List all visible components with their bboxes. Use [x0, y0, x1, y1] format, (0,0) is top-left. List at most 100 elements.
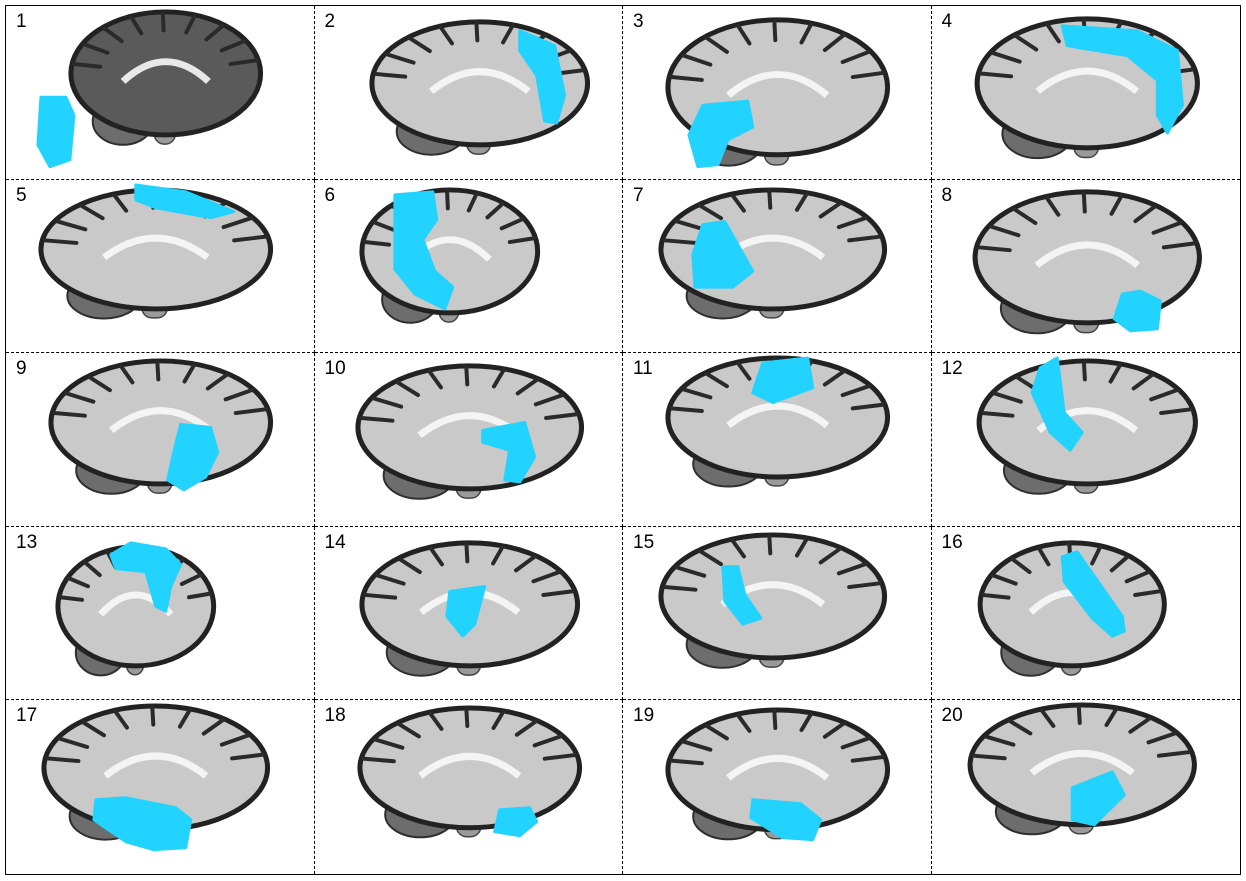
sulcus-line	[698, 203, 723, 220]
sulcus-line	[730, 192, 746, 213]
sulcus-line	[55, 218, 88, 231]
highlighted-region	[92, 796, 193, 852]
sulcus-line	[1127, 716, 1152, 735]
sulcus-line	[674, 565, 707, 578]
sulcus-line	[42, 237, 79, 245]
highlighted-region	[517, 29, 566, 125]
sulcus-line	[836, 561, 868, 576]
brain-slice-image	[38, 183, 274, 320]
sulcus-line	[818, 200, 842, 219]
brain-slice-image	[977, 540, 1167, 677]
panel-number: 18	[324, 705, 346, 727]
sulcus-line	[1013, 33, 1038, 52]
sulcus-line	[983, 734, 1015, 748]
highlighted-region	[1060, 24, 1184, 135]
panel-number: 3	[633, 11, 644, 32]
sulcus-line	[87, 375, 112, 393]
sulcus-line	[155, 360, 161, 382]
brain-slice-image	[356, 705, 582, 839]
highlighted-region	[392, 190, 454, 311]
sulcus-line	[681, 739, 713, 753]
sulcus-line	[371, 396, 403, 409]
brain-panel: 8	[931, 179, 1240, 354]
sulcus-line	[1081, 360, 1087, 382]
sulcus-line	[772, 709, 778, 731]
sulcus-line	[463, 365, 469, 387]
sulcus-line	[362, 239, 391, 247]
sulcus-line	[360, 757, 396, 764]
brain-panel: 9	[6, 353, 315, 527]
brain-panel: 16	[931, 526, 1240, 701]
sulcus-line	[847, 581, 882, 589]
sulcus-line	[971, 754, 1007, 761]
panel-number: 8	[941, 184, 953, 206]
sulcus-line	[397, 556, 422, 574]
sulcus-line	[840, 49, 871, 65]
sulcus-line	[822, 369, 846, 387]
sulcus-line	[1148, 388, 1179, 402]
corpus-callosum-shape	[726, 402, 830, 429]
brain-panel: 12	[931, 353, 1240, 527]
sulcus-line	[1109, 554, 1130, 573]
sulcus-line	[119, 364, 135, 385]
sulcus-line	[52, 411, 87, 418]
highlighted-region	[36, 95, 76, 169]
sulcus-line	[219, 39, 247, 53]
sulcus-line	[396, 722, 421, 739]
sulcus-line	[507, 235, 536, 244]
sulcus-line	[533, 393, 564, 407]
sulcus-line	[532, 734, 563, 748]
highlighted-region	[480, 421, 536, 484]
cerebrum-shape	[972, 189, 1202, 325]
sulcus-line	[704, 724, 729, 741]
sulcus-line	[736, 361, 752, 381]
sulcus-line	[1010, 556, 1032, 574]
sulcus-line	[698, 549, 723, 566]
sulcus-line	[113, 709, 129, 730]
sulcus-line	[182, 363, 197, 384]
cerebrum-shape	[356, 705, 582, 831]
sulcus-line	[500, 24, 514, 45]
sulcus-line	[186, 591, 213, 600]
sulcus-line	[1158, 407, 1193, 416]
corpus-callosum-shape	[1034, 67, 1139, 95]
panel-number: 13	[16, 531, 38, 553]
panel-number: 1	[16, 11, 27, 32]
sulcus-line	[230, 753, 265, 761]
brain-slice-image	[41, 703, 271, 852]
highlighted-region	[687, 99, 755, 169]
sulcus-line	[1104, 707, 1118, 728]
sulcus-line	[1089, 544, 1102, 566]
sulcus-line	[978, 71, 1013, 79]
sulcus-line	[681, 387, 713, 400]
sulcus-line	[219, 733, 251, 748]
sulcus-line	[513, 554, 537, 573]
cerebrum-shape	[665, 355, 891, 480]
sulcus-line	[794, 536, 809, 558]
sulcus-line	[362, 592, 397, 600]
brain-panel-grid: 1 2 3 4 5 6 7 8 9 10 11 12 13 14 15 16 1…	[5, 5, 1241, 875]
panel-number: 17	[16, 705, 38, 727]
sulcus-line	[427, 711, 443, 732]
corpus-callosum-shape	[726, 71, 830, 98]
sulcus-line	[484, 201, 505, 219]
panel-number: 6	[324, 184, 336, 206]
panel-number: 20	[941, 705, 963, 727]
cerebrum-shape	[658, 532, 888, 661]
sulcus-line	[1045, 22, 1061, 44]
brain-panel: 13	[6, 526, 315, 701]
sulcus-line	[794, 191, 809, 212]
sulcus-line	[83, 560, 102, 577]
sulcus-line	[490, 544, 504, 566]
brain-slice-image	[976, 356, 1198, 495]
sulcus-line	[662, 584, 698, 592]
brain-slice-image	[368, 19, 590, 156]
sulcus-line	[530, 569, 561, 584]
brain-slice-image	[967, 702, 1197, 836]
brain-panel: 20	[931, 700, 1240, 874]
panel-number: 5	[16, 184, 27, 206]
sulcus-line	[767, 534, 773, 556]
brain-panel: 7	[623, 179, 932, 354]
sulcus-line	[850, 755, 885, 764]
sulcus-line	[58, 595, 84, 602]
